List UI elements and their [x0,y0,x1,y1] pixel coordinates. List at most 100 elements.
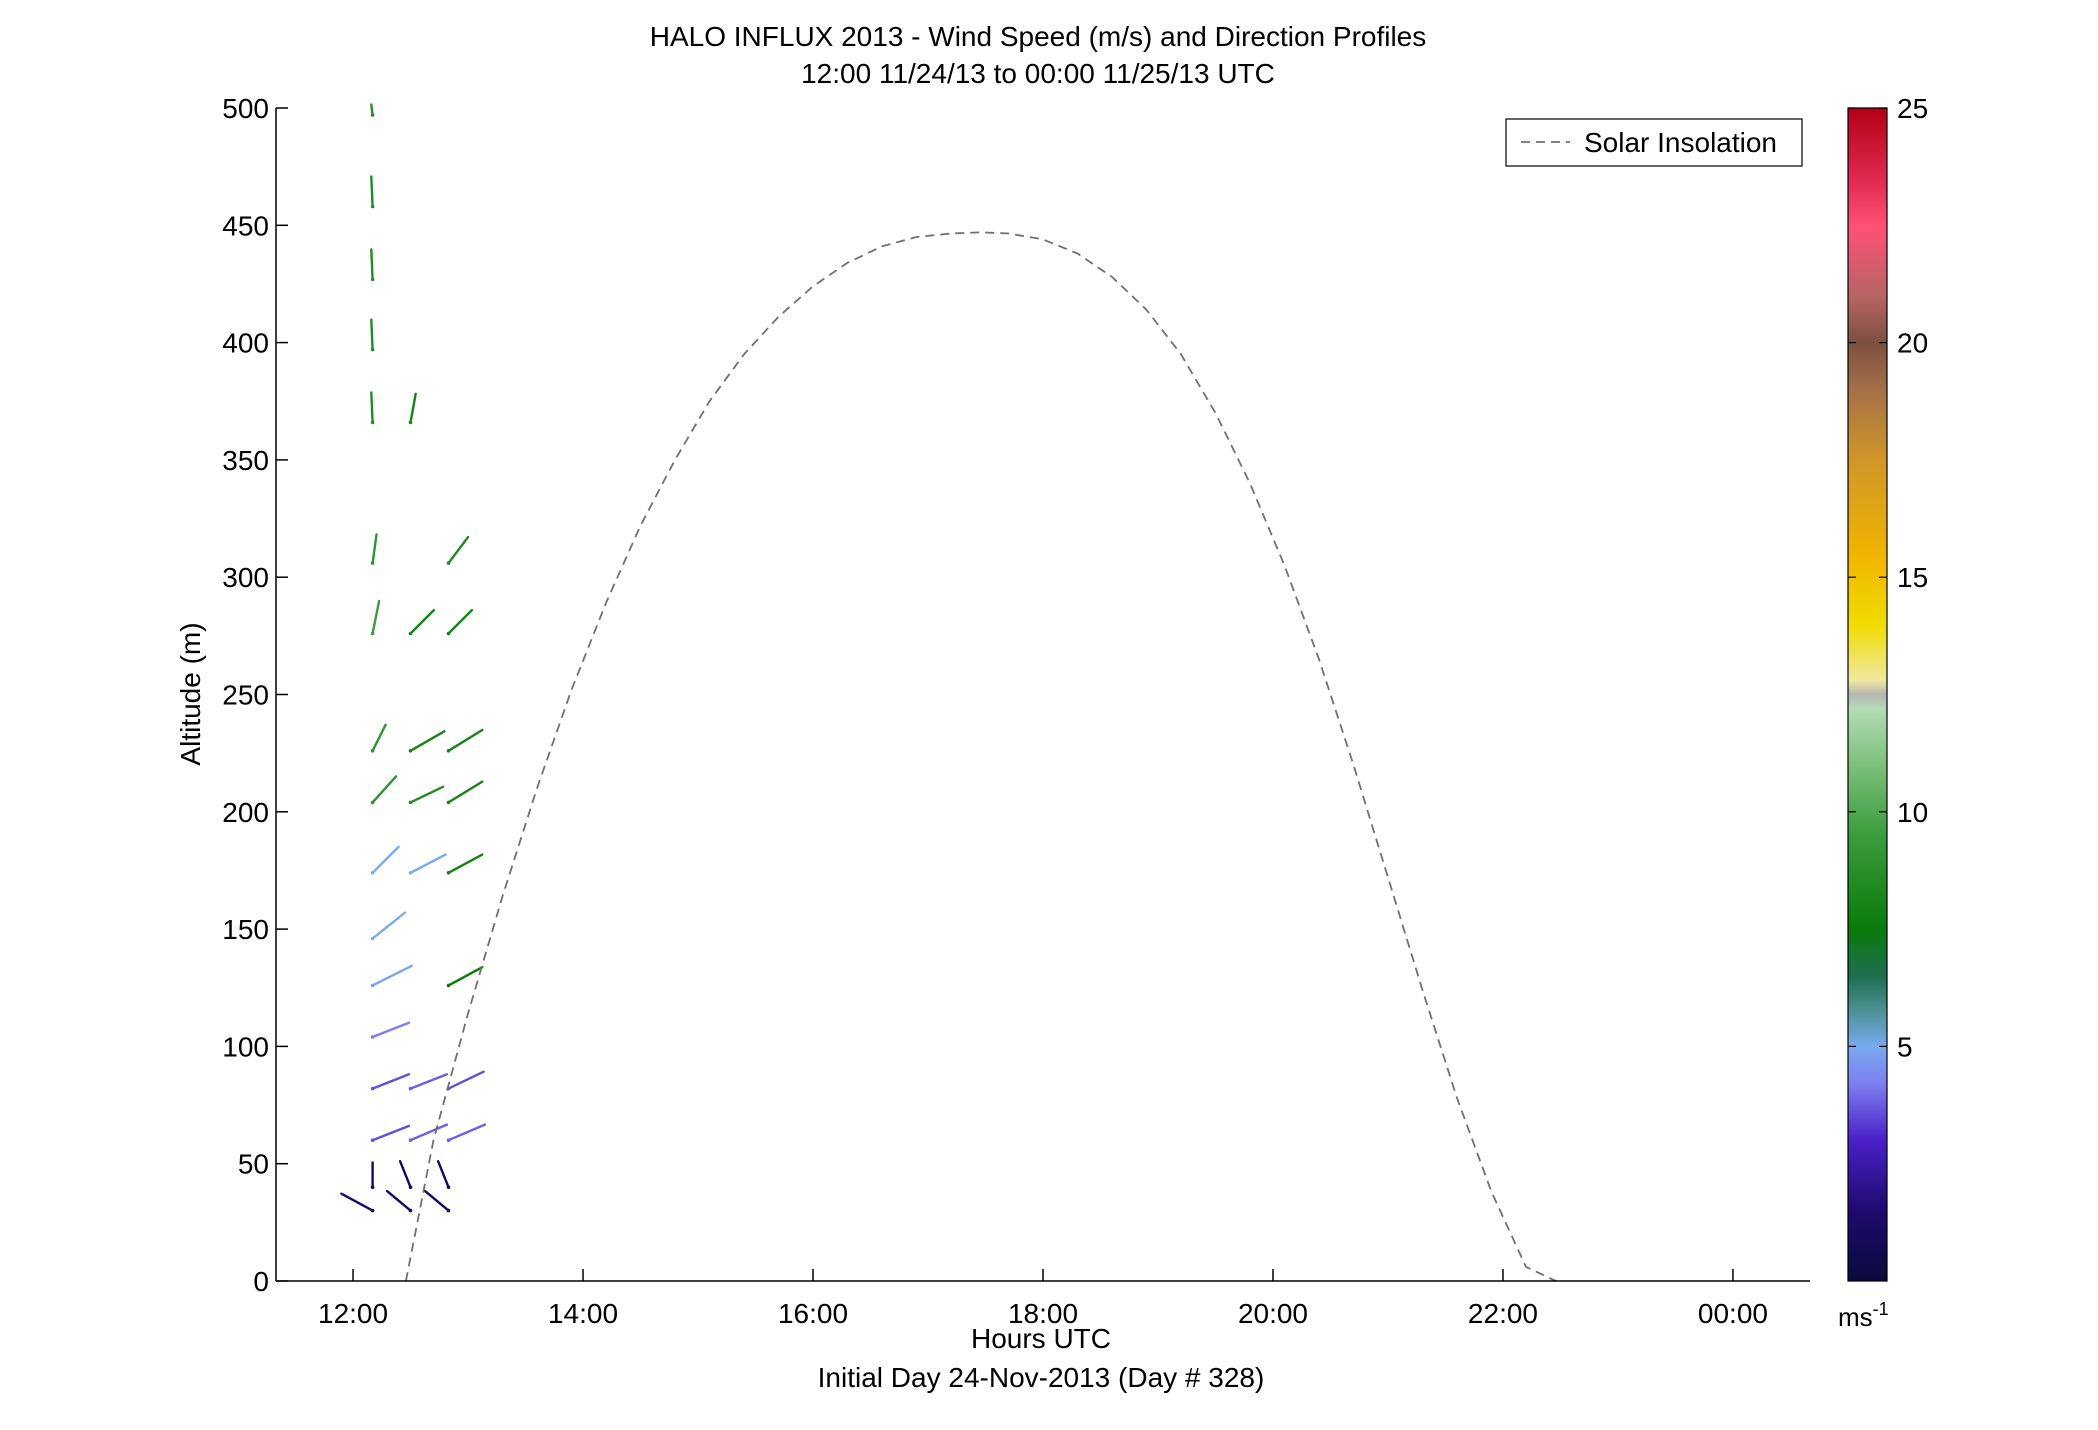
x-axis-ticks: 12:00 14:00 16:00 18:00 20:00 22:00 00:00 [318,1269,1768,1329]
wind-vector-shaft [371,911,407,940]
chart-subtitle: 12:00 11/24/13 to 00:00 11/25/13 UTC [801,58,1275,89]
wind-vector [408,1123,449,1142]
y-tick-label: 400 [222,328,269,359]
wind-vector-shaft [409,785,445,804]
wind-vector [408,730,446,753]
wind-vector-shaft [385,1189,412,1212]
wind-vector [370,391,375,425]
x-axis-label: Hours UTC [971,1323,1111,1354]
wind-vector-head [370,983,375,988]
wind-vector-head [408,1208,413,1213]
wind-vector [446,853,484,875]
wind-vector-head [446,800,451,805]
wind-vector-shaft [447,1070,485,1090]
wind-vector-shaft [447,728,484,752]
y-tick-label: 50 [238,1149,269,1180]
wind-vector [446,780,484,805]
wind-vector-head [446,1138,451,1142]
wind-vector [370,723,387,753]
wind-vector-shaft [409,608,436,635]
wind-vector-head [370,1035,375,1039]
wind-vector-head [370,631,375,636]
wind-vector-shaft [371,1124,411,1142]
wind-vector-shaft [398,1159,412,1189]
wind-vector [408,853,447,875]
wind-vector-head [446,1185,451,1189]
wind-vector-head [370,1185,375,1189]
wind-vector-shaft [371,533,378,565]
wind-vector-head [370,936,375,941]
wind-vectors [340,103,487,1213]
solar-insolation-curve [405,231,1557,1282]
colorbar: 5 10 15 20 25 ms-1 [1838,93,1928,1332]
wind-vector-head [446,1208,451,1213]
y-tick-label: 300 [222,562,269,593]
wind-vector [436,1159,451,1189]
wind-vector [446,728,484,753]
wind-vector-head [408,1086,413,1091]
wind-vector [398,1159,413,1189]
wind-vector [408,1073,449,1091]
wind-vector-shaft [371,1073,411,1090]
wind-vector-shaft [447,966,484,987]
x-tick-label: 14:00 [548,1298,618,1329]
wind-vector [370,175,375,209]
wind-vector [370,599,381,636]
wind-vector [370,845,400,875]
wind-vector-shaft [409,1123,449,1142]
wind-vector [370,533,378,565]
wind-vector-head [370,871,375,875]
colorbar-gradient [1847,107,1888,1282]
wind-vector [408,785,445,805]
wind-vector-head [446,631,451,636]
wind-vector-head [370,113,375,117]
wind-vector [370,1124,411,1142]
wind-vector [408,608,436,636]
wind-vector-head [408,749,413,753]
y-tick-label: 100 [222,1031,269,1062]
wind-vector-shaft [447,535,470,565]
wind-vector-head [370,277,375,282]
legend-box: Solar Insolation [1505,118,1803,167]
wind-vector-shaft [370,318,374,351]
wind-vector-shaft [370,175,374,208]
wind-vector-head [370,347,375,352]
y-tick-label: 200 [222,797,269,828]
wind-vector [446,966,484,988]
wind-vector [370,775,398,805]
wind-vector-shaft [340,1192,374,1212]
wind-vector-head [370,1086,375,1091]
wind-vector-shaft [371,775,398,804]
wind-vector-shaft [409,1073,449,1090]
y-tick-label: 450 [222,210,269,241]
wind-vector-head [408,1185,413,1189]
wind-vector-head [370,1138,375,1142]
x-tick-label: 22:00 [1468,1298,1538,1329]
colorbar-tick-label: 15 [1897,562,1928,593]
y-tick-label: 350 [222,445,269,476]
wind-vector [370,318,375,352]
wind-vector [370,103,375,117]
colorbar-ticks: 5 10 15 20 25 [1848,93,1928,1062]
x-axis-secondary-label: Initial Day 24-Nov-2013 (Day # 328) [818,1362,1265,1393]
colorbar-unit-text: ms [1838,1302,1873,1332]
wind-vector [370,248,375,282]
wind-vector-shaft [436,1159,450,1189]
wind-vector-shaft [370,248,374,281]
x-tick-label: 18:00 [1008,1298,1078,1329]
wind-vector-shaft [371,599,381,635]
wind-vector-head [370,1208,375,1213]
wind-vector-shaft [409,392,417,424]
wind-vector-shaft [447,608,474,635]
legend-label-solar-insolation: Solar Insolation [1584,127,1777,158]
wind-vector-shaft [370,391,374,424]
wind-vector-head [446,749,451,753]
chart-title: HALO INFLUX 2013 - Wind Speed (m/s) and … [650,21,1427,52]
wind-vector-head [370,800,375,805]
wind-vector [370,1073,411,1091]
wind-vector-shaft [447,780,484,804]
y-tick-label: 0 [253,1266,269,1297]
colorbar-tick-label: 5 [1897,1031,1913,1062]
